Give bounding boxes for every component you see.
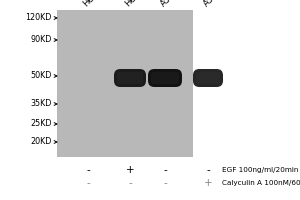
Bar xyxy=(57,10,193,157)
Text: -: - xyxy=(163,165,167,175)
Text: 20KD: 20KD xyxy=(31,138,52,146)
Text: 50KD: 50KD xyxy=(31,72,52,80)
Text: Calyculin A 100nM/60min: Calyculin A 100nM/60min xyxy=(222,180,300,186)
FancyBboxPatch shape xyxy=(151,72,179,84)
Text: 90KD: 90KD xyxy=(31,36,52,45)
FancyBboxPatch shape xyxy=(148,69,182,87)
Text: -: - xyxy=(86,165,90,175)
Text: EGF 100ng/ml/20min: EGF 100ng/ml/20min xyxy=(222,167,298,173)
Text: -: - xyxy=(86,178,90,188)
FancyBboxPatch shape xyxy=(193,69,223,87)
Text: -: - xyxy=(163,178,167,188)
Text: He1a: He1a xyxy=(82,0,104,8)
Text: -: - xyxy=(128,178,132,188)
Text: -: - xyxy=(206,165,210,175)
Text: 120KD: 120KD xyxy=(26,14,52,22)
Text: A549: A549 xyxy=(159,0,180,8)
Text: 35KD: 35KD xyxy=(31,99,52,108)
FancyBboxPatch shape xyxy=(114,69,146,87)
Text: 25KD: 25KD xyxy=(31,119,52,129)
Text: A549: A549 xyxy=(202,0,223,8)
Text: +: + xyxy=(126,165,134,175)
FancyBboxPatch shape xyxy=(117,72,143,84)
Text: He1a: He1a xyxy=(124,0,146,8)
Text: +: + xyxy=(204,178,212,188)
FancyBboxPatch shape xyxy=(196,72,220,84)
